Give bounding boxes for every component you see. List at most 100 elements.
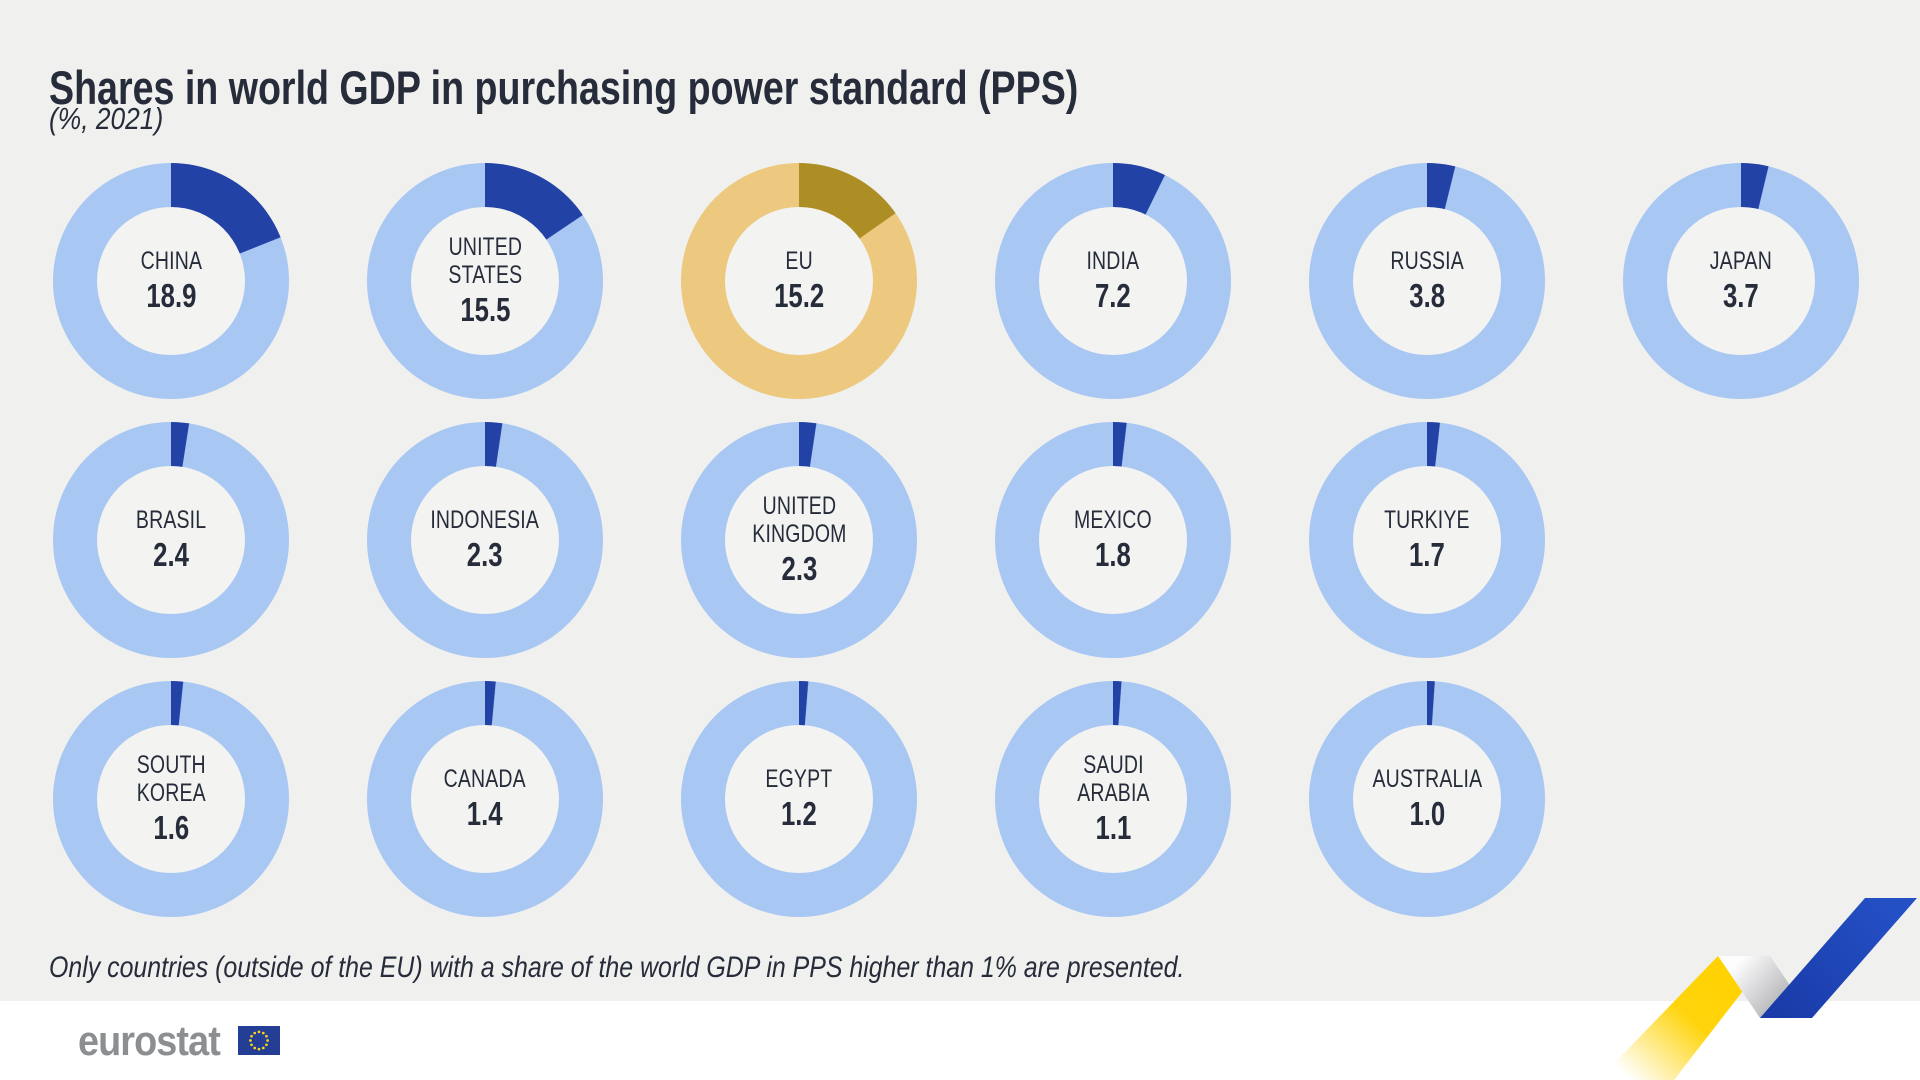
donut-label-stack: EU 15.2 [774, 247, 824, 315]
donut-japan: JAPAN 3.7 [1623, 163, 1859, 399]
eu-flag-star [249, 1043, 253, 1047]
eurostat-logo-text: eurostat [78, 1016, 221, 1064]
country-value: 2.4 [153, 536, 189, 574]
donut-saudi-arabia: SAUDI ARABIA 1.1 [995, 681, 1231, 917]
country-value: 18.9 [145, 277, 197, 315]
donut-label-stack: SOUTH KOREA 1.6 [136, 751, 205, 847]
donut-center: EGYPT 1.2 [725, 725, 873, 873]
country-label: CHINA [140, 247, 202, 276]
donut-australia: AUSTRALIA 1.0 [1309, 681, 1545, 917]
donut-center: RUSSIA 3.8 [1353, 207, 1501, 355]
country-label: RUSSIA [1390, 247, 1464, 276]
country-value: 1.2 [781, 795, 817, 833]
footnote: Only countries (outside of the EU) with … [49, 951, 1185, 984]
donut-south-korea: SOUTH KOREA 1.6 [53, 681, 289, 917]
donut-label-stack: AUSTRALIA 1.0 [1372, 765, 1482, 833]
donut-label-stack: CHINA 18.9 [140, 247, 201, 315]
country-value: 15.5 [459, 291, 511, 329]
donut-turkiye: TURKIYE 1.7 [1309, 422, 1545, 658]
country-label: EGYPT [765, 765, 833, 794]
ribbon-blue-band [1760, 898, 1917, 1018]
country-label: CANADA [443, 765, 527, 794]
donut-label-stack: BRASIL 2.4 [136, 506, 206, 574]
eu-flag-star [265, 1039, 269, 1042]
donut-india: INDIA 7.2 [995, 163, 1231, 399]
donut-center: CHINA 18.9 [97, 207, 245, 355]
eu-flag-star [261, 1031, 265, 1035]
country-value: 1.1 [1095, 809, 1131, 847]
donut-label-stack: MEXICO 1.8 [1074, 506, 1152, 574]
donut-center: SOUTH KOREA 1.6 [97, 725, 245, 873]
country-label: JAPAN [1709, 247, 1773, 276]
donut-egypt: EGYPT 1.2 [681, 681, 917, 917]
donut-united-states: UNITED STATES 15.5 [367, 163, 603, 399]
country-label: SOUTH KOREA [136, 751, 206, 808]
donut-label-stack: TURKIYE 1.7 [1384, 506, 1470, 574]
donut-label-stack: UNITED KINGDOM 2.3 [752, 492, 846, 588]
donut-center: UNITED KINGDOM 2.3 [725, 466, 873, 614]
eu-flag-star [253, 1031, 256, 1035]
donut-mexico: MEXICO 1.8 [995, 422, 1231, 658]
donut-china: CHINA 18.9 [53, 163, 289, 399]
donut-label-stack: JAPAN 3.7 [1710, 247, 1772, 315]
country-value: 3.8 [1409, 277, 1445, 315]
country-label: MEXICO [1074, 506, 1152, 535]
decorative-ribbon-graphic [1598, 898, 1917, 1080]
donut-center: CANADA 1.4 [411, 725, 559, 873]
donut-center: AUSTRALIA 1.0 [1353, 725, 1501, 873]
country-label: EU [785, 247, 813, 276]
donut-label-stack: SAUDI ARABIA 1.1 [1077, 751, 1149, 847]
country-value: 2.3 [467, 536, 503, 574]
page-subtitle: (%, 2021) [49, 101, 164, 136]
country-label: BRASIL [135, 506, 207, 535]
donut-center: SAUDI ARABIA 1.1 [1039, 725, 1187, 873]
donut-united-kingdom: UNITED KINGDOM 2.3 [681, 422, 917, 658]
eu-flag-icon [237, 1026, 280, 1055]
country-label: AUSTRALIA [1372, 765, 1482, 794]
donut-center: INDONESIA 2.3 [411, 466, 559, 614]
country-value: 1.0 [1409, 795, 1445, 833]
donut-indonesia: INDONESIA 2.3 [367, 422, 603, 658]
country-value: 1.8 [1095, 536, 1131, 574]
donut-label-stack: CANADA 1.4 [444, 765, 526, 833]
ribbon-yellow-band [1598, 956, 1770, 1080]
footer-band: eurostat [0, 1001, 1920, 1080]
eu-flag-star [261, 1046, 265, 1050]
eu-flag-star [248, 1039, 252, 1042]
country-label: INDIA [1086, 247, 1140, 276]
eu-flag-star [257, 1030, 261, 1034]
country-value: 15.2 [773, 277, 825, 315]
donut-label-stack: INDONESIA 2.3 [431, 506, 540, 574]
country-label: TURKIYE [1384, 506, 1470, 535]
donut-label-stack: INDIA 7.2 [1087, 247, 1140, 315]
donut-eu: EU 15.2 [681, 163, 917, 399]
donut-center: MEXICO 1.8 [1039, 466, 1187, 614]
eu-flag-star [264, 1034, 268, 1038]
country-label: UNITED KINGDOM [751, 492, 847, 549]
donut-label-stack: RUSSIA 3.8 [1390, 247, 1464, 315]
country-label: UNITED STATES [448, 233, 522, 290]
eu-flag-star [264, 1043, 268, 1047]
country-value: 1.6 [153, 809, 189, 847]
eu-flag-star [257, 1047, 261, 1051]
donut-center: UNITED STATES 15.5 [411, 207, 559, 355]
donut-center: JAPAN 3.7 [1667, 207, 1815, 355]
country-value: 1.7 [1409, 536, 1445, 574]
country-label: SAUDI ARABIA [1076, 751, 1150, 808]
donut-russia: RUSSIA 3.8 [1309, 163, 1545, 399]
eu-flag-star [249, 1034, 253, 1038]
donut-label-stack: UNITED STATES 15.5 [448, 233, 522, 329]
donut-brasil: BRASIL 2.4 [53, 422, 289, 658]
donut-center: BRASIL 2.4 [97, 466, 245, 614]
donut-center: EU 15.2 [725, 207, 873, 355]
country-label: INDONESIA [430, 506, 540, 535]
page-title: Shares in world GDP in purchasing power … [49, 61, 1079, 115]
eu-flag-star [253, 1046, 256, 1050]
eurostat-logo: eurostat [78, 1016, 280, 1064]
donut-center: INDIA 7.2 [1039, 207, 1187, 355]
country-value: 2.3 [781, 550, 817, 588]
donut-canada: CANADA 1.4 [367, 681, 603, 917]
country-value: 7.2 [1095, 277, 1131, 315]
